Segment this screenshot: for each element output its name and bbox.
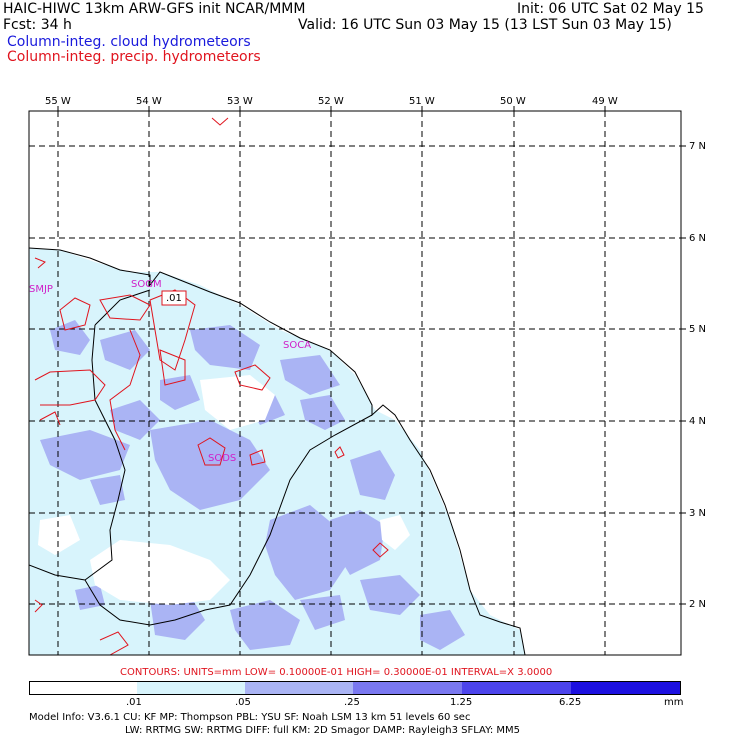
lon-label: 53 W (227, 96, 253, 107)
lon-label: 52 W (318, 96, 344, 107)
colorbar-tick: 1.25 (450, 697, 473, 708)
precip-contours (34, 117, 389, 655)
lat-label: 4 N (689, 416, 707, 427)
lat-lon-grid (29, 111, 681, 655)
lon-label: 54 W (136, 96, 162, 107)
field-precip-label: Column-integ. precip. hydrometeors (7, 49, 261, 65)
colorbar-tick: .01 (126, 697, 142, 708)
colorbar-bin (137, 681, 245, 695)
model-info-line1: Model Info: V3.6.1 CU: KF MP: Thompson P… (29, 712, 471, 723)
contour-label-box (161, 290, 187, 306)
axis-ticks (57, 106, 686, 605)
lat-label: 7 N (689, 141, 707, 152)
forecast-hour: Fcst: 34 h (3, 17, 72, 33)
colorbar-bin (462, 681, 571, 695)
contours-info: CONTOURS: UNITS=mm LOW= 0.10000E-01 HIGH… (120, 667, 553, 678)
model-title: HAIC-HIWC 13km ARW-GFS init NCAR/MMM (3, 1, 306, 17)
lat-label: 5 N (689, 324, 707, 335)
lon-label: 50 W (500, 96, 526, 107)
lat-label: 3 N (689, 508, 707, 519)
init-time: Init: 06 UTC Sat 02 May 15 (517, 1, 704, 17)
lat-label: 6 N (689, 233, 707, 244)
contour-label: .01 (166, 293, 182, 304)
colorbar-bin (245, 681, 353, 695)
colorbar-unit: mm (664, 697, 684, 708)
lon-label: 49 W (592, 96, 618, 107)
lon-label: 55 W (45, 96, 71, 107)
station-label: SOGM (131, 279, 162, 290)
field-cloud-label: Column-integ. cloud hydrometeors (7, 34, 251, 50)
model-info-line2: LW: RRTMG SW: RRTMG DIFF: full KM: 2D Sm… (125, 725, 521, 736)
colorbar-bin (571, 681, 681, 695)
lat-label: 2 N (689, 599, 707, 610)
station-label: SODS (208, 453, 237, 464)
station-label: SMJP (29, 284, 53, 295)
map-frame (28, 110, 682, 656)
colorbar-tick: .05 (235, 697, 251, 708)
colorbar-tick: 6.25 (559, 697, 582, 708)
station-label: SOCA (283, 340, 312, 351)
valid-time: Valid: 16 UTC Sun 03 May 15 (13 LST Sun … (298, 17, 672, 33)
lon-label: 51 W (409, 96, 435, 107)
colorbar-bin (353, 681, 462, 695)
colorbar-tick: .25 (344, 697, 360, 708)
colorbar-bin (29, 681, 138, 695)
